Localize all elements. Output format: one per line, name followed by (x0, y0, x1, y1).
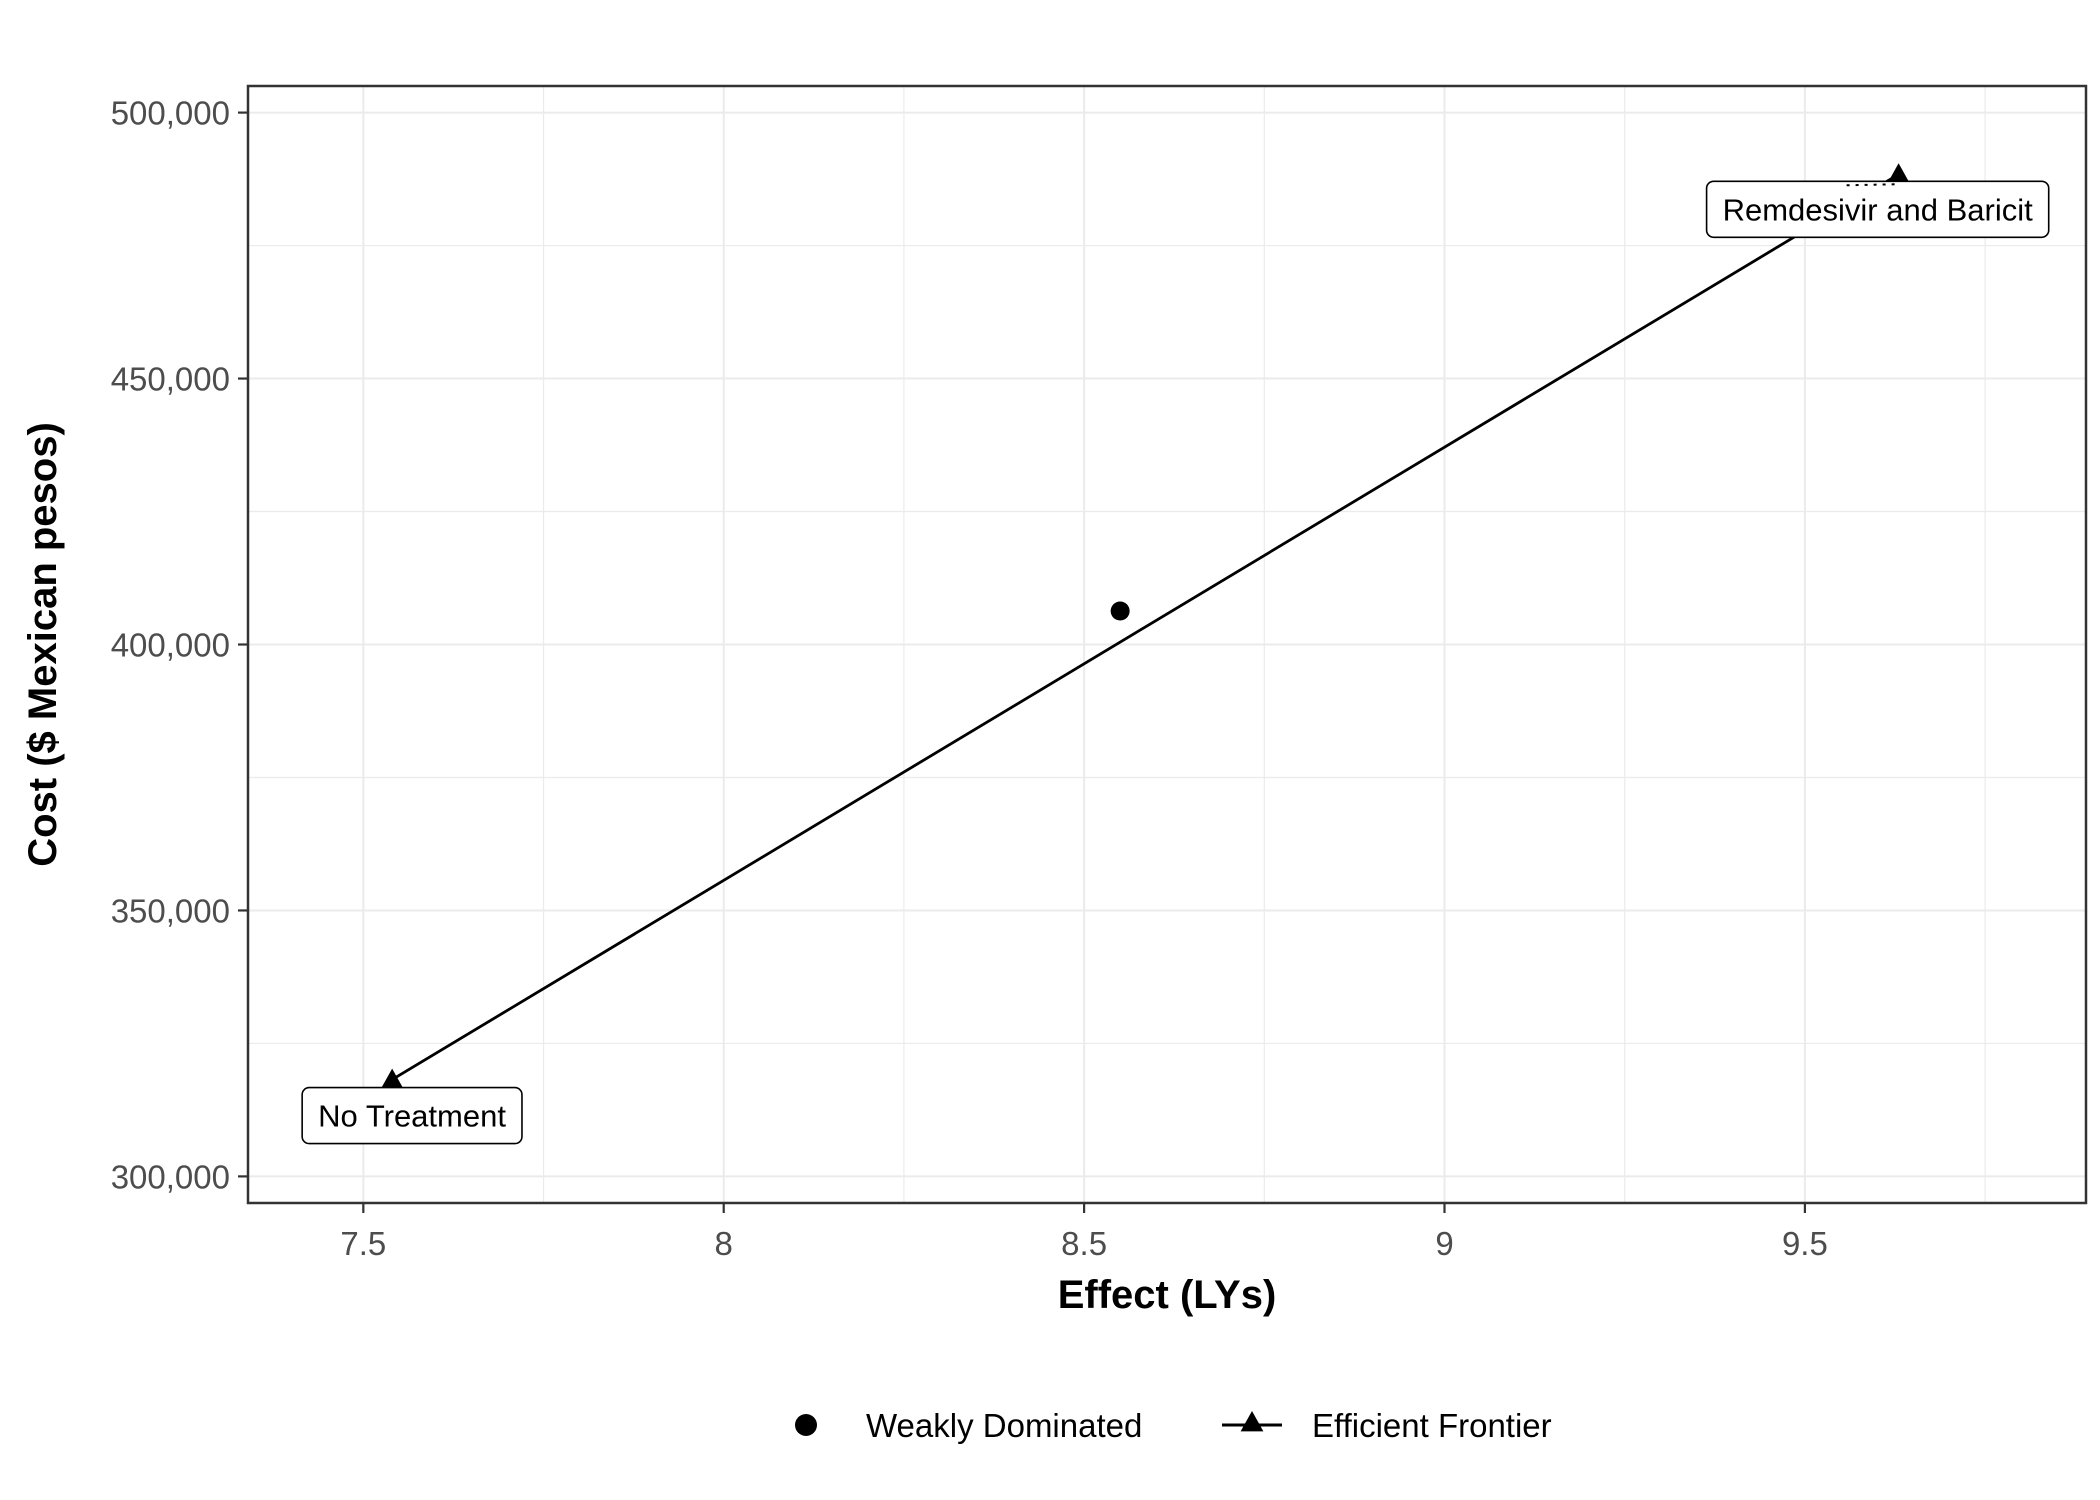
grid-layer (248, 86, 2086, 1203)
y-axis: 300,000 350,000 400,000 450,000 500,000 (111, 95, 248, 1195)
point-labels: No Treatment Remdesivir and Baricit (301, 180, 2050, 1145)
y-tick-label: 450,000 (111, 361, 230, 398)
x-tick-label: 7.5 (340, 1225, 386, 1262)
x-tick-label: 8.5 (1061, 1225, 1107, 1262)
legend: Weakly Dominated Efficient Frontier (795, 1407, 1552, 1444)
efficient-frontier-point (1888, 163, 1910, 182)
weakly-dominated-point (1110, 601, 1130, 621)
point-label-text: Remdesivir and Baricit (1723, 192, 2033, 227)
y-tick-label: 300,000 (111, 1158, 230, 1195)
point-label-text: No Treatment (318, 1099, 506, 1134)
y-axis-title: Cost ($ Mexican pesos) (21, 422, 65, 867)
frontier-layer (391, 173, 1900, 1081)
y-tick-label: 350,000 (111, 892, 230, 929)
point-label-group: No Treatment (301, 1086, 523, 1145)
legend-triangle-marker (1240, 1411, 1264, 1432)
x-axis-title: Effect (LYs) (1058, 1273, 1277, 1317)
frontier-line (391, 173, 1900, 1081)
legend-circle-marker (795, 1414, 817, 1436)
points-layer (381, 163, 1910, 1088)
point-label-group: Remdesivir and Baricit (1705, 180, 2050, 239)
point-label-box (1705, 180, 2050, 239)
x-tick-label: 9 (1435, 1225, 1453, 1262)
y-tick-label: 400,000 (111, 627, 230, 664)
efficient-frontier-point (381, 1068, 403, 1088)
y-tick-label: 500,000 (111, 95, 230, 132)
point-label-box (301, 1086, 523, 1145)
legend-label-weakly-dominated: Weakly Dominated (866, 1407, 1142, 1444)
x-axis: 7.5 8 8.5 9 9.5 (340, 1203, 1828, 1262)
x-tick-label: 8 (715, 1225, 733, 1262)
x-tick-label: 9.5 (1782, 1225, 1828, 1262)
legend-label-efficient-frontier: Efficient Frontier (1312, 1407, 1552, 1444)
